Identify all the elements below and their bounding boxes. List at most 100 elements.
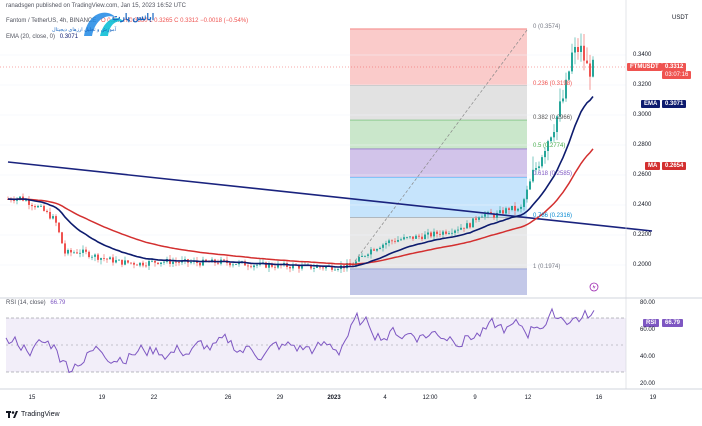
candle-body (142, 262, 144, 266)
candle-body (502, 210, 504, 214)
candle-body (313, 267, 315, 269)
candle-body (331, 265, 333, 270)
candle-body (13, 200, 15, 201)
candle-body (379, 247, 381, 249)
candle-body (466, 223, 468, 229)
candle-body (151, 260, 153, 262)
candle-body (430, 232, 432, 237)
candle-body (100, 258, 102, 260)
ema-line (7, 96, 594, 268)
price-label-0340: 0.3400 (633, 52, 652, 58)
candle-body (277, 263, 279, 268)
time-label: 9 (473, 395, 477, 401)
candle-body (400, 239, 402, 241)
candle-body (529, 181, 531, 190)
candle-body (412, 236, 414, 239)
grid (0, 54, 626, 266)
ema-legend-label: EMA (20, close, 0) (6, 34, 56, 40)
trend-line (7, 161, 653, 232)
candle-body (235, 264, 237, 266)
candle-body (271, 263, 273, 267)
candle-body (409, 236, 411, 238)
candle-body (592, 59, 594, 77)
candle-body (568, 71, 570, 80)
candle-body (61, 232, 63, 244)
fib-label-1: 1 (0.1974) (533, 264, 561, 270)
fibonacci-zones (350, 28, 527, 295)
candle-body (439, 233, 441, 235)
candle-body (382, 244, 384, 248)
ema-legend[interactable]: EMA (20, close, 0) 0.3071 (6, 34, 78, 40)
candle-body (154, 260, 156, 263)
rsi-axis-60: 60.00 (640, 327, 656, 333)
candle-body (316, 266, 318, 268)
candle-body (514, 205, 516, 211)
price-label-0280: 0.2800 (633, 142, 652, 148)
candle-body (403, 237, 405, 240)
candle-body (121, 259, 123, 265)
candle-body (586, 60, 588, 64)
candle-body (73, 252, 75, 254)
candle-body (547, 141, 549, 151)
rsi-tag-value: 66.79 (662, 319, 684, 327)
rsi-line (5, 307, 595, 374)
candle-body (397, 240, 399, 242)
publisher-line: ranadsgen published on TradingView.com, … (6, 3, 187, 9)
candle-body (442, 231, 444, 235)
candle-body (394, 240, 396, 242)
candle-body (589, 63, 591, 77)
candle-body (160, 262, 162, 264)
time-label: 19 (649, 395, 657, 401)
candle-body (406, 237, 408, 238)
candle-body (112, 257, 114, 263)
candle-body (247, 265, 249, 267)
price-label-0220: 0.2200 (633, 232, 652, 238)
candle-body (229, 263, 231, 266)
candle-body (169, 259, 171, 264)
candle-body (493, 214, 495, 218)
rsi-legend[interactable]: RSI (14, close) 66.79 (6, 300, 65, 306)
candle-body (88, 251, 90, 258)
candle-body (469, 223, 471, 228)
candle-body (538, 166, 540, 169)
time-label: 4 (383, 395, 387, 401)
candle-body (415, 235, 417, 239)
time-label: 15 (28, 395, 36, 401)
watermark-text: آموزش و تحلیل ارزهای دیجیتال (52, 27, 117, 33)
candle-body (265, 262, 267, 268)
candle-body (232, 264, 234, 266)
candle-body (148, 261, 150, 266)
fib-label-0786: 0.786 (0.2316) (533, 213, 573, 219)
candle-body (103, 258, 105, 259)
rsi-axis-80: 80.00 (640, 300, 656, 306)
time-label: 12 (524, 395, 532, 401)
tradingview-logo[interactable]: TradingView (6, 411, 60, 418)
candle-body (310, 264, 312, 269)
candle-body (460, 227, 462, 230)
candle-body (448, 233, 450, 234)
candle-body (199, 262, 201, 266)
logo-icon (84, 12, 124, 36)
candle-body (250, 266, 252, 268)
fib-zone (350, 120, 527, 149)
candle-body (253, 265, 255, 268)
watermark-logo (78, 6, 168, 45)
candle-body (511, 205, 513, 211)
ohlc-values: O 0.3… H 0.3330 L 0.3265 C 0.3312 −0.001… (100, 18, 249, 24)
candle-body (43, 205, 45, 211)
price-label-0240: 0.2400 (633, 202, 652, 208)
candle-body (535, 168, 537, 170)
candle-body (385, 243, 387, 245)
candle-body (577, 46, 579, 52)
candle-body (544, 150, 546, 158)
watermark-brand: ابانس پارت (112, 12, 155, 22)
rsi-axis-40: 40.00 (640, 354, 656, 360)
rsi-tag-label: RSI (643, 319, 660, 327)
candle-body (562, 98, 564, 102)
candle-body (223, 259, 225, 261)
candle-body (373, 249, 375, 251)
candle-body (40, 205, 42, 207)
symbol-tag: FTMUSDT (627, 63, 662, 71)
